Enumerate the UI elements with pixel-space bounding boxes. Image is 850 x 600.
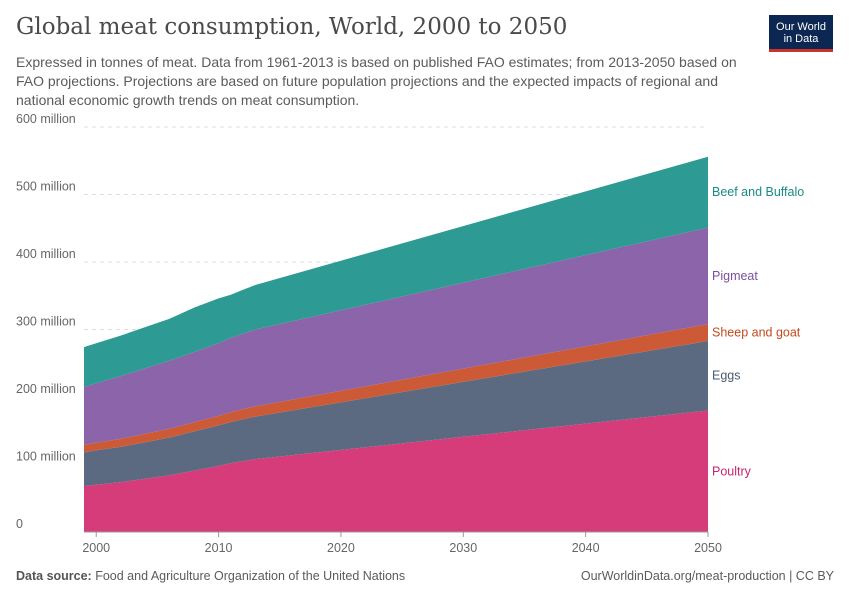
x-tick-label: 2050	[694, 541, 722, 555]
x-tick-label: 2010	[205, 541, 233, 555]
series-label-pigmeat[interactable]: Pigmeat	[712, 269, 758, 283]
series-label-sheep-and-goat[interactable]: Sheep and goat	[712, 326, 801, 340]
y-tick-label: 600 million	[16, 112, 76, 126]
logo-line-2: in Data	[783, 33, 819, 45]
area-sheep-and-goat[interactable]	[84, 324, 708, 453]
area-beef-and-buffalo[interactable]	[84, 156, 708, 387]
series-label-eggs[interactable]: Eggs	[712, 369, 741, 383]
series-labels[interactable]: Poultry Eggs Sheep and goat Pigmeat Beef and…	[712, 185, 804, 478]
y-tick-label: 300 million	[16, 315, 76, 329]
logo-line-1: Our World	[776, 21, 826, 33]
data-source-label: Data source:	[16, 569, 92, 583]
area-eggs[interactable]	[84, 341, 708, 487]
chart-title: Global meat consumption, World, 2000 to …	[16, 14, 568, 40]
y-tick-label: 500 million	[16, 180, 76, 194]
data-source-text: Food and Agriculture Organization of the…	[95, 569, 406, 583]
axes: 0 100 million 200 million 300 million 400 mi…	[16, 112, 722, 555]
y-tick-label: 100 million	[16, 450, 76, 464]
x-tick-label: 2040	[572, 541, 600, 555]
y-tick-label: 200 million	[16, 382, 76, 396]
series-label-beef-and-buffalo[interactable]: Beef and Buffalo	[712, 185, 804, 199]
x-tick-label: 2000	[82, 541, 110, 555]
data-source: Data source: Food and Agriculture Organi…	[16, 569, 405, 583]
x-tick-label: 2030	[449, 541, 477, 555]
area-poultry[interactable]	[84, 410, 708, 533]
y-tick-label: 0	[16, 517, 23, 531]
owid-logo[interactable]: Our World in Data	[769, 15, 833, 52]
area-pigmeat[interactable]	[84, 227, 708, 445]
series-areas[interactable]	[84, 156, 708, 533]
source-url-link[interactable]: OurWorldinData.org/meat-production | CC …	[580, 569, 834, 583]
series-label-poultry[interactable]: Poultry	[712, 464, 752, 478]
chart-subtitle: Expressed in tonnes of meat. Data from 1…	[16, 54, 737, 108]
x-tick-label: 2020	[327, 541, 355, 555]
y-tick-label: 400 million	[16, 247, 76, 261]
